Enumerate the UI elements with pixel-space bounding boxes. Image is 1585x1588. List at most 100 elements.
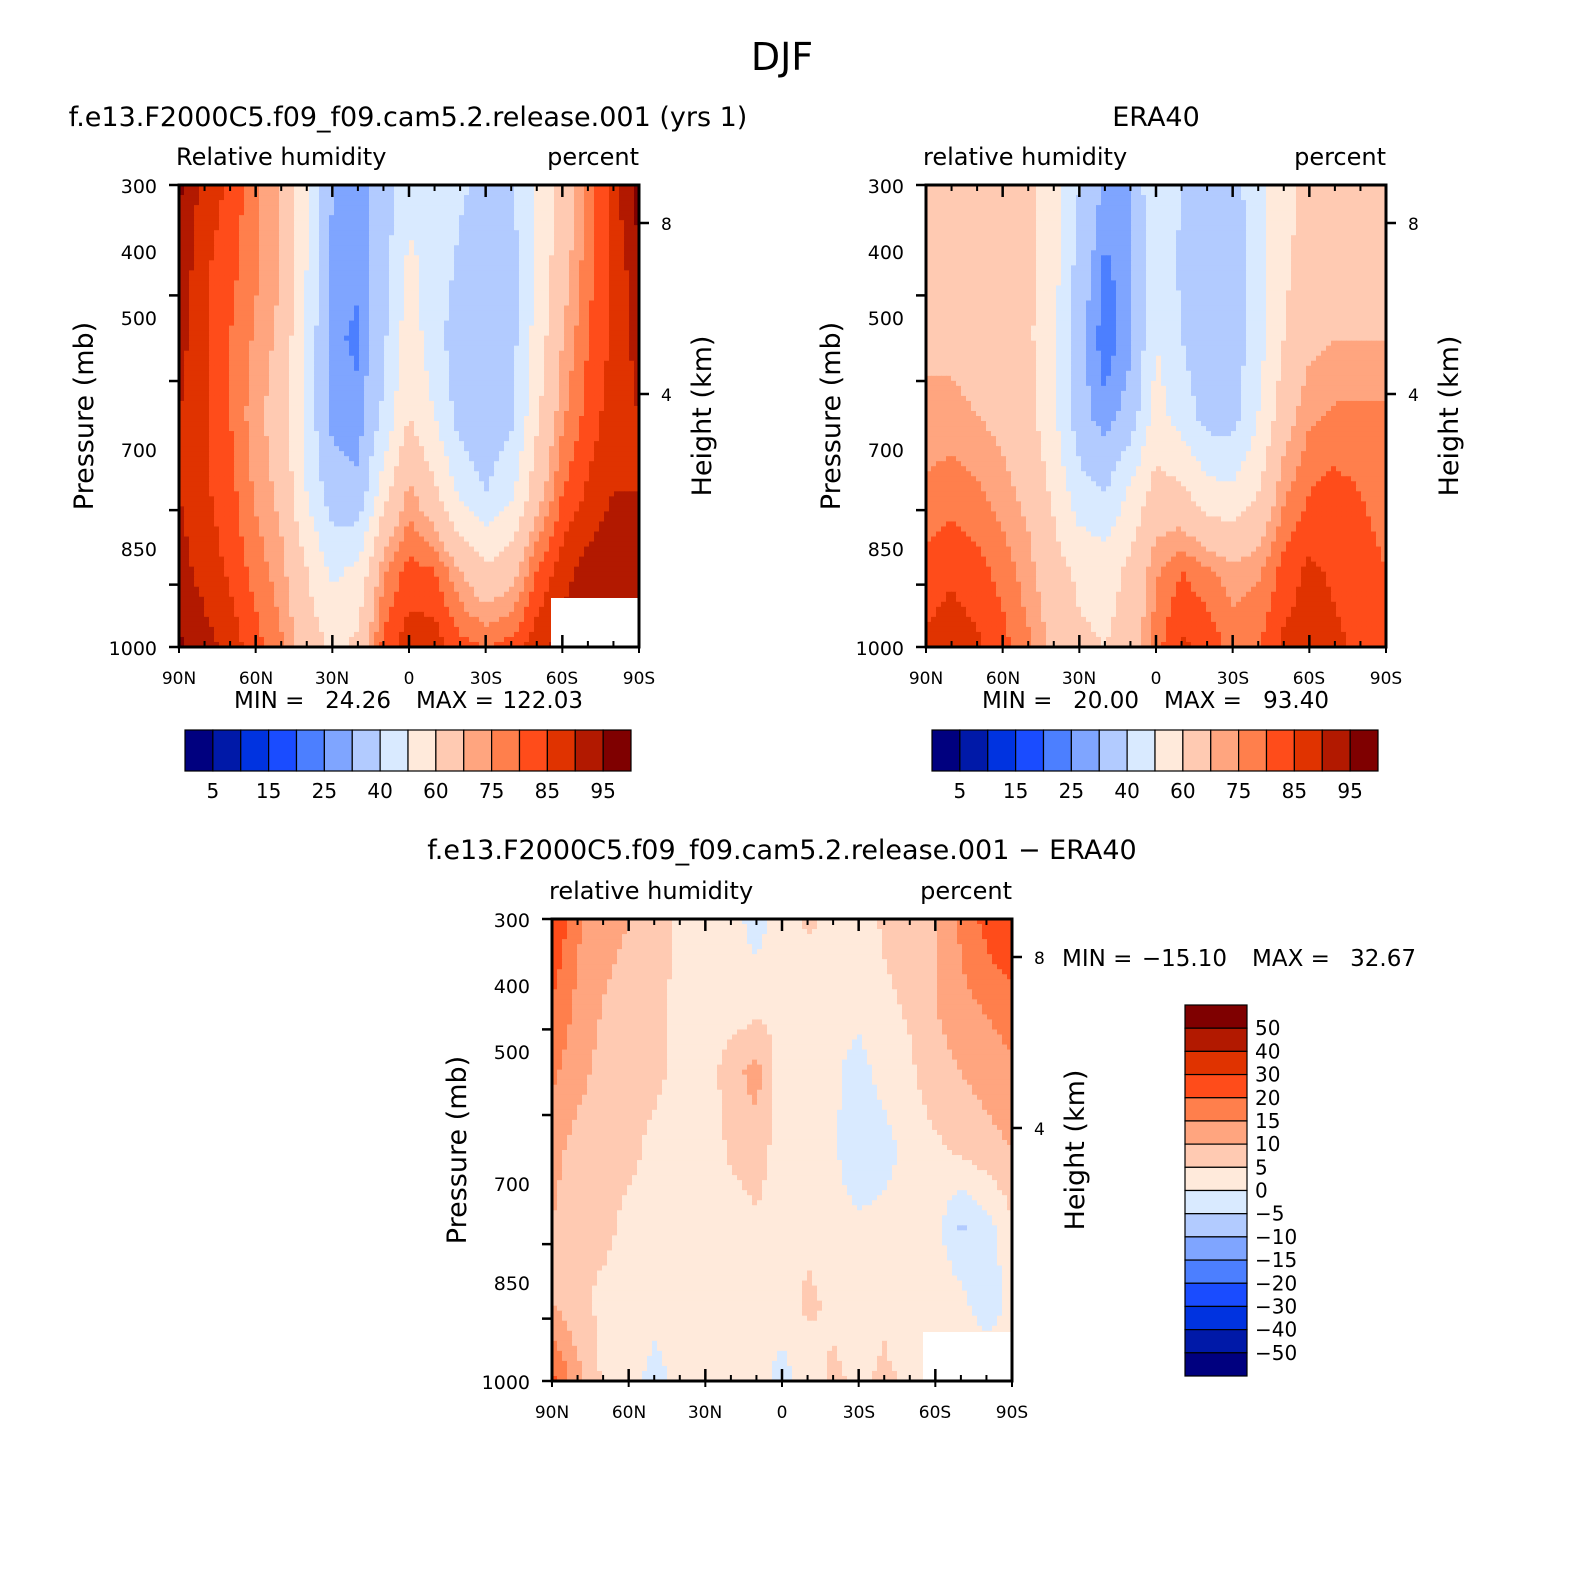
heatmap-cell	[209, 436, 215, 442]
heatmap-cell	[359, 275, 365, 282]
heatmap-cell	[499, 195, 505, 201]
heatmap-cell	[569, 255, 575, 261]
heatmap-cell	[439, 280, 445, 287]
heatmap-cell	[359, 220, 365, 226]
heatmap-cell	[519, 270, 525, 276]
heatmap-cell	[219, 205, 225, 211]
heatmap-cell	[199, 380, 205, 387]
heatmap-cell	[444, 436, 450, 442]
heatmap-cell	[464, 416, 470, 422]
heatmap-cell	[479, 200, 485, 206]
heatmap-cell	[544, 421, 550, 427]
heatmap-cell	[334, 235, 340, 241]
heatmap-cell	[454, 260, 460, 266]
heatmap-cell	[634, 446, 639, 452]
heatmap-cell	[514, 446, 520, 452]
heatmap-cell	[374, 315, 380, 322]
heatmap-cell	[594, 370, 600, 377]
heatmap-cell	[624, 300, 630, 307]
heatmap-cell	[209, 240, 215, 246]
heatmap-cell	[254, 330, 260, 337]
heatmap-cell	[504, 400, 510, 407]
heatmap-cell	[499, 305, 505, 312]
heatmap-cell	[274, 330, 280, 337]
heatmap-cell	[624, 431, 630, 437]
heatmap-cell	[464, 190, 470, 196]
heatmap-cell	[399, 295, 405, 302]
heatmap-cell	[179, 185, 185, 191]
heatmap-cell	[434, 305, 440, 312]
heatmap-cell	[599, 315, 605, 322]
heatmap-cell	[589, 355, 595, 362]
heatmap-cell	[334, 195, 340, 201]
heatmap-cell	[194, 390, 200, 397]
heatmap-cell	[549, 400, 555, 407]
heatmap-cell	[394, 400, 400, 407]
heatmap-cell	[499, 360, 505, 367]
heatmap-cell	[319, 205, 325, 211]
heatmap-cell	[189, 215, 195, 221]
heatmap-cell	[274, 280, 280, 287]
heatmap-cell	[209, 380, 215, 387]
heatmap-cell	[329, 426, 335, 432]
heatmap-cell	[349, 310, 355, 317]
heatmap-cell	[589, 240, 595, 246]
heatmap-cell	[549, 426, 555, 432]
heatmap-cell	[429, 250, 435, 256]
heatmap-cell	[524, 370, 530, 377]
heatmap-cell	[449, 315, 455, 322]
heatmap-cell	[284, 385, 290, 392]
heatmap-cell	[429, 215, 435, 221]
heatmap-cell	[439, 240, 445, 246]
heatmap-cell	[249, 355, 255, 362]
heatmap-cell	[284, 431, 290, 437]
heatmap-cell	[189, 295, 195, 302]
heatmap-cell	[474, 265, 480, 271]
heatmap-cell	[604, 345, 610, 352]
heatmap-cell	[619, 400, 625, 407]
heatmap-cell	[424, 436, 430, 442]
heatmap-cell	[369, 225, 375, 231]
heatmap-cell	[279, 235, 285, 241]
heatmap-cell	[314, 426, 320, 432]
heatmap-cell	[244, 245, 250, 251]
heatmap-cell	[389, 200, 395, 206]
heatmap-cell	[524, 200, 530, 206]
heatmap-cell	[234, 280, 240, 287]
heatmap-cell	[199, 300, 205, 307]
heatmap-cell	[224, 185, 230, 191]
heatmap-cell	[624, 285, 630, 292]
heatmap-cell	[544, 405, 550, 412]
heatmap-cell	[374, 240, 380, 246]
heatmap-cell	[199, 245, 205, 251]
heatmap-cell	[519, 225, 525, 231]
heatmap-cell	[344, 265, 350, 271]
heatmap-cell	[229, 280, 235, 287]
heatmap-cell	[624, 245, 630, 251]
heatmap-cell	[324, 385, 330, 392]
heatmap-cell	[259, 280, 265, 287]
heatmap-cell	[604, 451, 610, 457]
heatmap-cell	[239, 250, 245, 256]
heatmap-cell	[524, 250, 530, 256]
heatmap-cell	[249, 436, 255, 442]
heatmap-cell	[224, 200, 230, 206]
heatmap-cell	[489, 395, 495, 402]
heatmap-cell	[364, 370, 370, 377]
heatmap-cell	[449, 275, 455, 282]
heatmap-cell	[594, 330, 600, 337]
heatmap-cell	[434, 270, 440, 276]
heatmap-cell	[274, 335, 280, 342]
heatmap-cell	[634, 340, 639, 347]
heatmap-cell	[444, 350, 450, 357]
heatmap-cell	[594, 410, 600, 417]
heatmap-cell	[564, 210, 570, 216]
heatmap-cell	[214, 225, 220, 231]
heatmap-cell	[344, 451, 350, 457]
heatmap-cell	[299, 240, 305, 246]
heatmap-cell	[519, 390, 525, 397]
heatmap-cell	[304, 340, 310, 347]
heatmap-cell	[339, 260, 345, 266]
heatmap-cell	[569, 335, 575, 342]
heatmap-cell	[479, 295, 485, 302]
